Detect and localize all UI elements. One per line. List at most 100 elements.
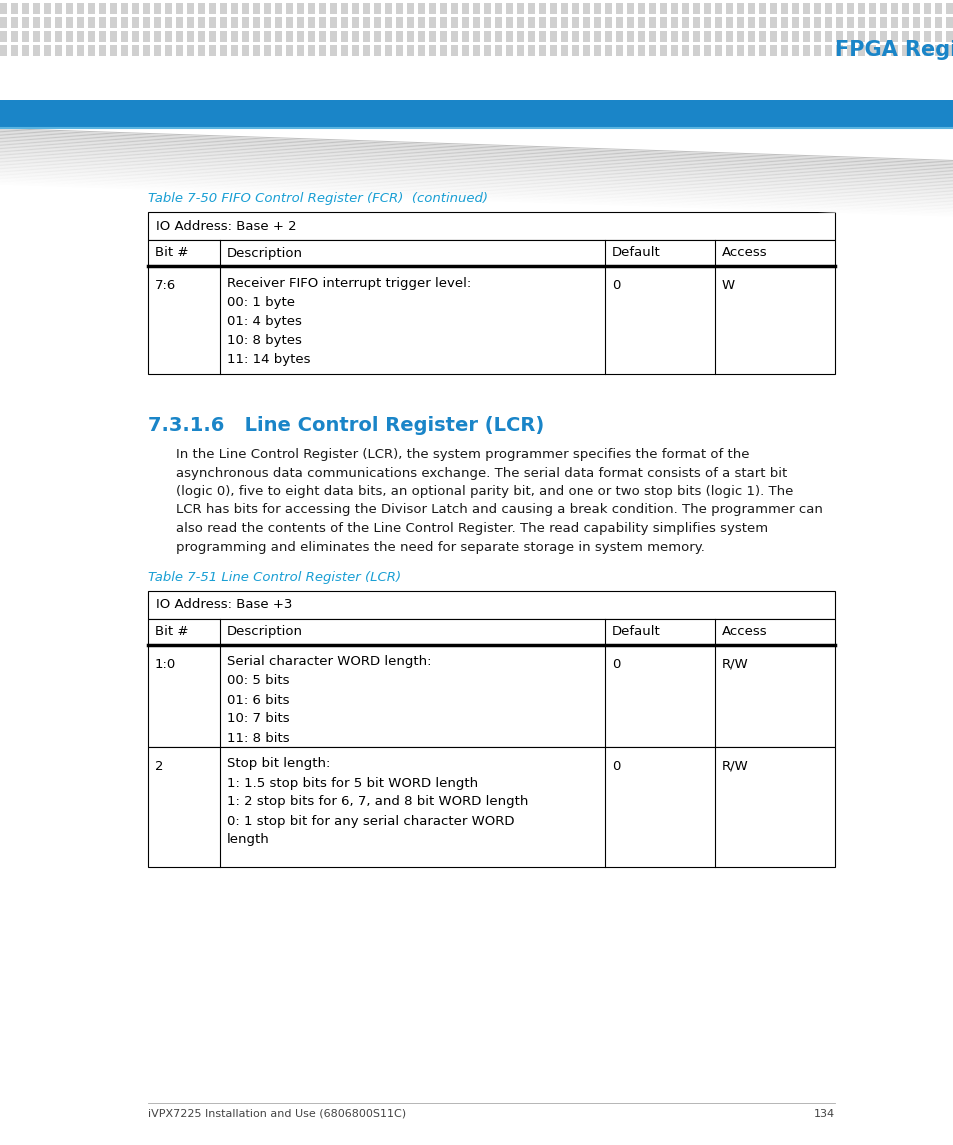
Bar <box>791 45 799 56</box>
Polygon shape <box>0 165 953 198</box>
Bar <box>395 45 402 56</box>
Bar <box>385 17 392 27</box>
Text: 0: 0 <box>611 279 619 292</box>
Bar <box>77 31 84 42</box>
Bar <box>318 3 326 14</box>
Polygon shape <box>0 175 953 208</box>
Bar <box>868 17 875 27</box>
Bar <box>132 31 139 42</box>
Polygon shape <box>0 181 953 214</box>
Bar <box>407 45 414 56</box>
Bar <box>274 17 282 27</box>
Text: 10: 8 bytes: 10: 8 bytes <box>227 334 302 347</box>
Bar <box>835 45 842 56</box>
Text: W: W <box>721 279 734 292</box>
Bar <box>187 31 193 42</box>
Bar <box>846 3 853 14</box>
Bar <box>417 31 424 42</box>
Polygon shape <box>0 147 953 180</box>
Bar <box>638 17 644 27</box>
Bar <box>110 17 117 27</box>
Bar <box>791 3 799 14</box>
Bar <box>461 45 469 56</box>
Bar <box>934 31 941 42</box>
Text: Table 7-50 FIFO Control Register (FCR)  (continued): Table 7-50 FIFO Control Register (FCR) (… <box>148 192 488 205</box>
Bar <box>330 3 336 14</box>
Bar <box>132 3 139 14</box>
Bar <box>88 3 95 14</box>
Bar <box>604 3 612 14</box>
Bar <box>231 17 237 27</box>
Bar <box>714 45 721 56</box>
Text: 11: 8 bits: 11: 8 bits <box>227 732 290 744</box>
Bar <box>220 3 227 14</box>
Text: 2: 2 <box>154 759 163 773</box>
Bar <box>835 31 842 42</box>
Bar <box>132 45 139 56</box>
Bar <box>813 45 821 56</box>
Bar <box>879 45 886 56</box>
Bar <box>264 45 271 56</box>
Bar <box>759 45 765 56</box>
Bar <box>439 3 447 14</box>
Bar <box>363 3 370 14</box>
Bar <box>737 31 743 42</box>
Bar <box>505 17 513 27</box>
Bar <box>66 17 73 27</box>
Bar <box>781 17 787 27</box>
Bar <box>934 17 941 27</box>
Bar <box>340 45 348 56</box>
Bar <box>890 45 897 56</box>
Bar <box>517 17 523 27</box>
Bar <box>451 31 457 42</box>
Text: Default: Default <box>611 625 659 638</box>
Bar <box>55 3 62 14</box>
Bar <box>340 31 348 42</box>
Bar <box>274 45 282 56</box>
Polygon shape <box>0 169 953 203</box>
Bar <box>538 17 545 27</box>
Bar <box>483 31 491 42</box>
Text: 01: 4 bytes: 01: 4 bytes <box>227 315 302 327</box>
Bar <box>769 3 776 14</box>
Bar <box>231 3 237 14</box>
Bar <box>0 17 7 27</box>
Bar <box>22 17 29 27</box>
Bar <box>594 45 600 56</box>
Text: Bit #: Bit # <box>154 246 189 260</box>
Bar <box>121 17 128 27</box>
Bar <box>759 3 765 14</box>
Bar <box>22 3 29 14</box>
Bar <box>879 17 886 27</box>
Bar <box>550 3 557 14</box>
Bar <box>352 45 358 56</box>
Bar <box>77 3 84 14</box>
Bar <box>648 31 656 42</box>
Text: asynchronous data communications exchange. The serial data format consists of a : asynchronous data communications exchang… <box>175 466 786 480</box>
Bar <box>296 3 304 14</box>
Bar <box>99 17 106 27</box>
Bar <box>813 3 821 14</box>
Bar <box>572 31 578 42</box>
Polygon shape <box>0 151 953 184</box>
Polygon shape <box>0 135 953 168</box>
Bar <box>781 45 787 56</box>
Bar <box>296 17 304 27</box>
Text: R/W: R/W <box>721 759 748 773</box>
Bar <box>148 618 834 645</box>
Polygon shape <box>0 139 953 171</box>
Bar <box>824 31 831 42</box>
Bar <box>747 17 754 27</box>
Bar <box>153 3 161 14</box>
Bar <box>165 17 172 27</box>
Bar <box>890 31 897 42</box>
Bar <box>725 3 732 14</box>
Bar <box>945 3 952 14</box>
Bar <box>835 3 842 14</box>
Bar <box>44 17 51 27</box>
Bar <box>483 17 491 27</box>
Bar <box>473 45 479 56</box>
Bar <box>148 212 834 240</box>
Bar <box>439 45 447 56</box>
Bar <box>737 3 743 14</box>
